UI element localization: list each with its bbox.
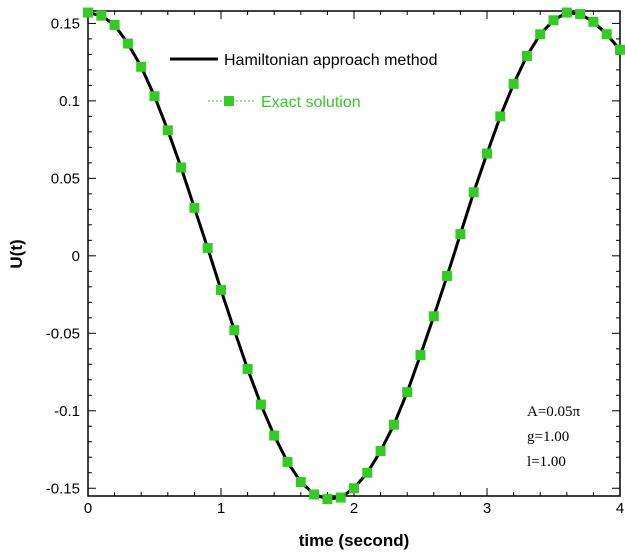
exact-solution-point [375,446,386,457]
exact-solution-point [176,162,187,173]
exact-solution-point [335,492,346,503]
exact-solution-point [269,430,280,441]
exact-solution-point [402,387,413,398]
legend-marker-swatch [224,96,234,106]
y-tick-label: 0.1 [59,93,80,110]
x-tick-label: 1 [217,500,225,517]
exact-solution-point [202,243,213,254]
legend-label-exact: Exact solution [261,94,361,111]
parameter-annotations: A=0.05π g=1.00 l=1.00 [527,404,581,470]
exact-solution-point [255,399,266,410]
plot-frame [87,10,621,497]
x-tick-label: 2 [350,500,358,517]
exact-solution-point [309,489,320,500]
exact-solution-point [561,7,572,18]
y-tick-label: -0.15 [46,480,80,497]
annotation-gravity: g=1.00 [527,429,569,445]
exact-solution-point [282,456,293,467]
exact-solution-point [615,44,625,55]
y-tick-label: 0 [72,248,80,265]
exact-solution-point [588,16,599,27]
x-tick-label: 4 [616,500,624,517]
y-tick-label: 0.15 [51,15,80,32]
x-tick-label: 0 [84,500,92,517]
exact-solution-point [388,419,399,430]
exact-solution-point [495,111,506,122]
exact-solution-point [149,91,160,102]
exact-solution-point [415,349,426,360]
y-axis-title: U(t) [7,239,26,268]
exact-solution-point [575,9,586,20]
exact-solution-point [601,29,612,40]
exact-solution-point [482,148,492,159]
series-hamiltonian-line [87,11,622,501]
exact-solution-point [428,311,439,322]
legend: Hamiltonian approach method Exact soluti… [170,52,437,111]
exact-solution-point [189,202,200,213]
exact-solution-point [295,477,306,488]
exact-solution-point [162,125,173,136]
x-axis-title: time (second) [299,531,410,550]
exact-solution-point [229,325,240,336]
exact-solution-point [136,61,147,72]
annotation-amplitude: A=0.05π [527,404,581,420]
legend-label-hamiltonian: Hamiltonian approach method [224,52,437,69]
exact-solution-point [349,483,359,494]
y-tick-label: 0.05 [51,170,80,187]
exact-solution-point [508,78,519,89]
exact-solution-point [109,19,120,30]
y-tick-label: -0.1 [54,403,80,420]
annotation-length: l=1.00 [527,454,566,470]
y-tick-label: -0.05 [46,325,80,342]
exact-solution-point [242,363,253,374]
exact-solution-point [548,15,559,26]
series-layer [83,7,625,505]
exact-solution-point [455,229,466,240]
exact-solution-point [122,38,133,49]
exact-solution-point [521,50,532,61]
exact-solution-point [535,29,546,40]
exact-solution-point [96,10,107,21]
exact-solution-point [362,467,373,478]
exact-solution-point [442,270,453,281]
exact-solution-point [216,284,226,295]
axis-ticks: 0 1 2 3 4 0.15 0.1 0.05 0 -0.05 -0.1 -0.15 [46,11,624,517]
exact-solution-point [322,494,333,505]
exact-solution-point [83,7,93,18]
x-tick-label: 3 [483,500,491,517]
exact-solution-point [468,187,479,198]
